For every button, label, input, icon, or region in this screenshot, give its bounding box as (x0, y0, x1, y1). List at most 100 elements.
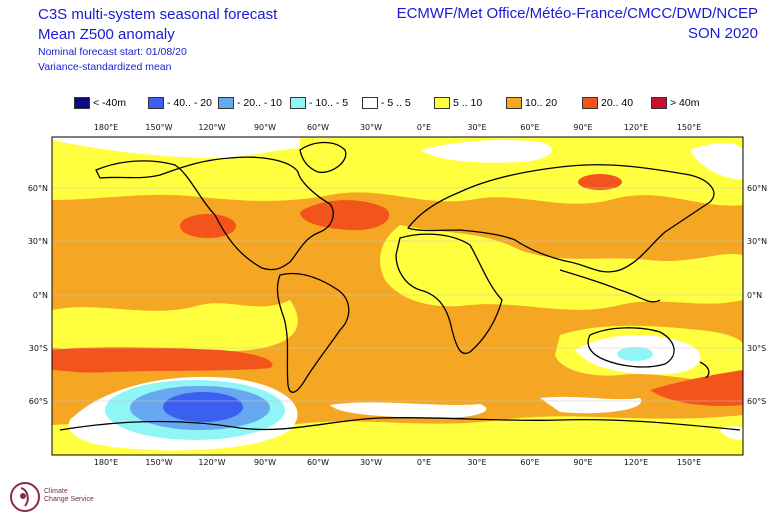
chart-variable: Mean Z500 anomaly (38, 26, 175, 43)
lat-label: 30°S (747, 344, 766, 353)
legend-item: - 20.. - 10 (218, 96, 282, 110)
coastline-maritime-continent (559, 269, 661, 303)
lon-label: 90°E (573, 458, 592, 467)
color-legend: < -40m - 40.. - 20 - 20.. - 10 - 10.. - … (74, 96, 714, 110)
lon-label: 120°E (624, 458, 648, 467)
lon-label: 120°W (198, 458, 225, 467)
coastline-eurasia (407, 164, 715, 273)
legend-label: < -40m (93, 97, 126, 109)
anomaly-field (52, 137, 743, 455)
copernicus-climate-logo (10, 482, 40, 512)
lon-label: 30°E (467, 123, 486, 132)
coastline-australia (587, 327, 675, 368)
forecast-season: SON 2020 (687, 25, 758, 42)
legend-swatch (148, 97, 164, 109)
legend-label: 5 .. 10 (453, 97, 483, 109)
map-frame (51, 136, 744, 456)
legend-label: 20.. 40 (601, 97, 634, 109)
anomaly-region (180, 214, 236, 238)
lat-label: 30°N (747, 237, 767, 246)
anomaly-region (617, 347, 653, 361)
lon-label: 30°W (360, 458, 382, 467)
legend-swatch (362, 97, 378, 109)
mean-type: Variance-standardized mean (38, 61, 172, 73)
lon-label: 90°W (254, 123, 276, 132)
anomaly-region (52, 347, 273, 373)
coastline-antarctica (59, 416, 741, 431)
legend-label: - 40.. - 20 (167, 97, 212, 109)
longitude-labels-top: 180°E 150°W 120°W 90°W 60°W 30°W 0°E 30°… (94, 123, 701, 132)
forecast-start: Nominal forecast start: 01/08/20 (38, 46, 187, 58)
coastline-new-zealand (699, 361, 710, 379)
lat-label: 0°N (33, 291, 48, 300)
lon-label: 150°W (145, 123, 172, 132)
legend-swatch (218, 97, 234, 109)
legend-item: < -40m (74, 96, 126, 110)
legend-item: > 40m (651, 96, 699, 110)
coastline-south-america (276, 272, 350, 393)
lon-label: 150°E (677, 123, 701, 132)
anomaly-band-20-40 (52, 174, 743, 406)
coastline-africa (395, 233, 503, 355)
longitude-labels-bottom: 180°E 150°W 120°W 90°W 60°W 30°W 0°E 30°… (94, 458, 701, 467)
legend-swatch (290, 97, 306, 109)
legend-item: - 5 .. 5 (362, 96, 411, 110)
legend-label: - 10.. - 5 (309, 97, 349, 109)
anomaly-region (163, 392, 243, 422)
coastline-north-america (95, 156, 334, 271)
anomaly-region (52, 300, 298, 352)
lon-label: 150°W (145, 458, 172, 467)
forecast-centres: ECMWF/Met Office/Météo-France/CMCC/DWD/N… (396, 5, 758, 22)
legend-label: - 5 .. 5 (381, 97, 411, 109)
anomaly-region (578, 174, 622, 190)
legend-swatch (434, 97, 450, 109)
anomaly-region (330, 402, 487, 419)
legend-item: - 40.. - 20 (148, 96, 212, 110)
lon-label: 60°W (307, 123, 329, 132)
legend-label: 10.. 20 (525, 97, 558, 109)
lat-label: 0°N (747, 291, 762, 300)
lat-label: 30°S (29, 344, 48, 353)
lon-label: 30°W (360, 123, 382, 132)
lat-label: 30°N (28, 237, 48, 246)
lon-label: 0°E (417, 123, 431, 132)
lat-label: 60°S (29, 397, 48, 406)
legend-item: 20.. 40 (582, 96, 633, 110)
latitude-labels-left: 60°N 30°N 0°N 30°S 60°S (28, 184, 48, 406)
lon-label: 60°E (520, 123, 539, 132)
legend-label: - 20.. - 10 (237, 97, 282, 109)
lon-label: 0°E (417, 458, 431, 467)
lon-label: 60°E (520, 458, 539, 467)
lat-label: 60°N (747, 184, 767, 193)
legend-swatch (582, 97, 598, 109)
coastlines (59, 141, 741, 431)
logo-text-line: Climate (44, 488, 68, 495)
lon-label: 180°E (94, 458, 118, 467)
anomaly-region (650, 370, 743, 406)
anomaly-negative-southern-pacific (105, 347, 653, 440)
lon-label: 30°E (467, 458, 486, 467)
anomaly-region (300, 200, 390, 231)
legend-swatch (506, 97, 522, 109)
logo-wordmark: Climate Change Service (44, 488, 94, 504)
lon-label: 150°E (677, 458, 701, 467)
legend-item: - 10.. - 5 (290, 96, 348, 110)
legend-label: > 40m (670, 97, 700, 109)
legend-swatch (74, 97, 90, 109)
legend-item: 10.. 20 (506, 96, 557, 110)
anomaly-region (52, 137, 300, 159)
lon-label: 90°W (254, 458, 276, 467)
chart-title: C3S multi-system seasonal forecast (38, 6, 278, 23)
lat-label: 60°N (28, 184, 48, 193)
lon-label: 120°W (198, 123, 225, 132)
latitude-labels-right: 60°N 30°N 0°N 30°S 60°S (747, 184, 767, 406)
coastline-greenland (299, 141, 347, 174)
graticule (52, 187, 743, 402)
lon-label: 120°E (624, 123, 648, 132)
lon-label: 180°E (94, 123, 118, 132)
lat-label: 60°S (747, 397, 766, 406)
lon-label: 90°E (573, 123, 592, 132)
anomaly-region (420, 140, 552, 163)
anomaly-region (690, 143, 743, 180)
